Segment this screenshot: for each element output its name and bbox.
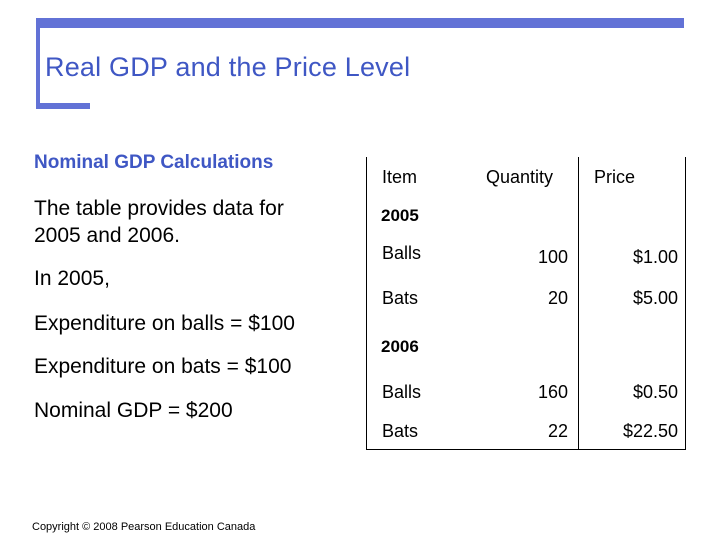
table-row-quantity: 20 [547, 288, 568, 308]
header-item: Item [382, 167, 418, 187]
balls-expenditure-text: Expenditure on balls = $100 [34, 312, 295, 335]
table-row-item: Bats [382, 421, 419, 441]
table-row-quantity: 100 [537, 247, 568, 267]
table-bottom-border [366, 449, 686, 450]
table-row-quantity: 22 [547, 421, 568, 441]
table-divider [578, 157, 579, 450]
year-2005-label: 2005 [381, 206, 419, 225]
table-row-item: Bats [382, 288, 419, 308]
table-row-price: $22.50 [622, 421, 678, 441]
table-row-quantity: 160 [537, 382, 568, 402]
header-quantity: Quantity [486, 167, 554, 187]
year-2006-label: 2006 [381, 337, 419, 356]
table-left-border [366, 157, 367, 450]
decorative-bottom-bar [36, 103, 90, 109]
bats-expenditure-text: Expenditure on bats = $100 [34, 355, 292, 378]
slide-title: Real GDP and the Price Level [45, 52, 411, 82]
table-right-border [685, 157, 686, 450]
table-row-item: Balls [382, 243, 422, 263]
table-row-price: $5.00 [632, 288, 678, 308]
copyright-notice: Copyright © 2008 Pearson Education Canad… [32, 521, 256, 533]
table-row-price: $1.00 [632, 247, 678, 267]
in-year-text: In 2005, [34, 267, 110, 290]
table-row-item: Balls [382, 382, 422, 402]
header-price: Price [594, 167, 636, 187]
section-subheading: Nominal GDP Calculations [34, 152, 274, 173]
decorative-left-bar [36, 18, 40, 105]
nominal-gdp-text: Nominal GDP = $200 [34, 399, 233, 422]
decorative-top-bar [36, 18, 684, 28]
intro-text: The table provides data for 2005 and 200… [34, 197, 284, 247]
table-row-price: $0.50 [632, 382, 678, 402]
